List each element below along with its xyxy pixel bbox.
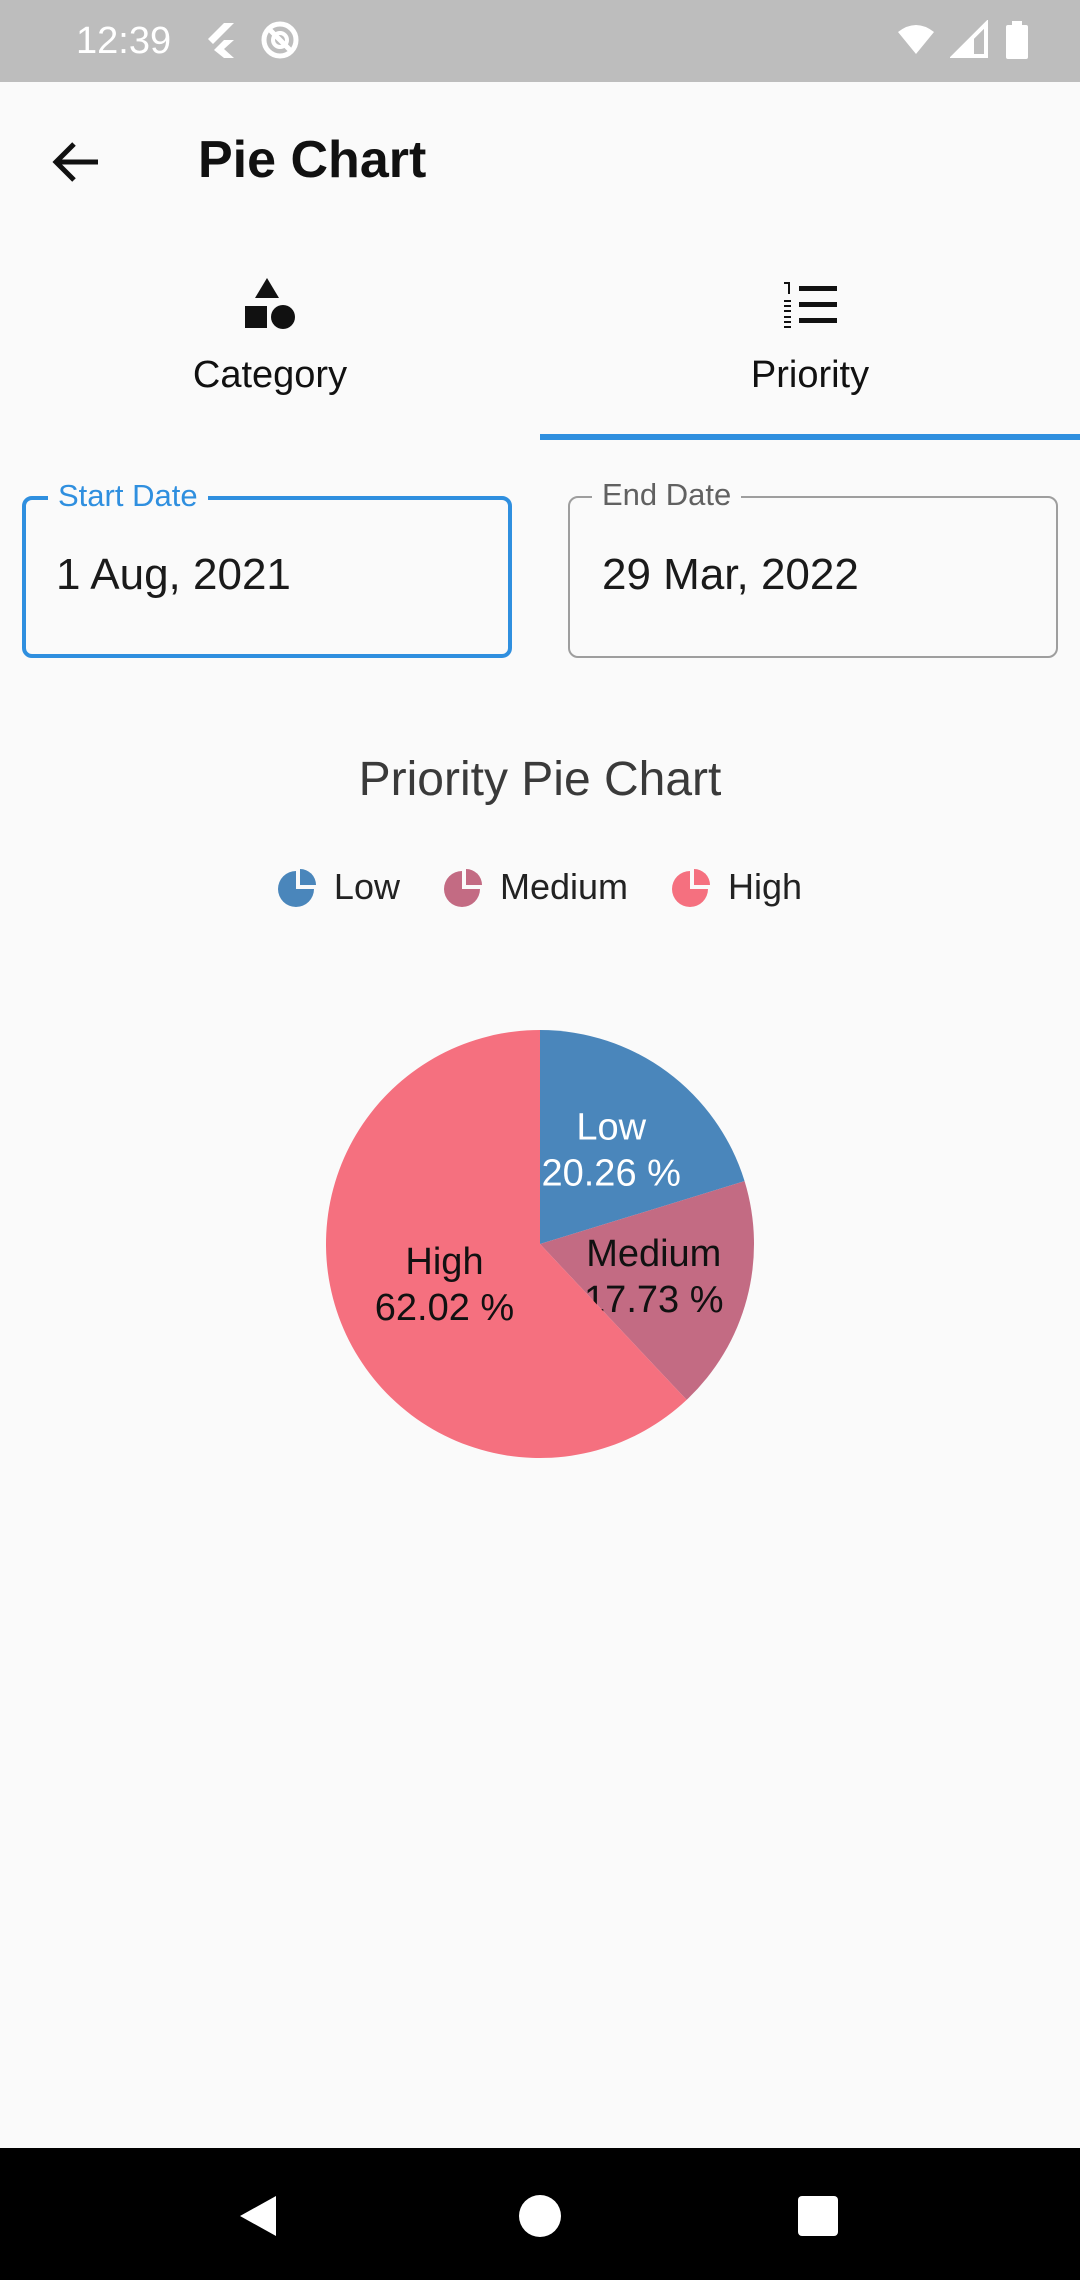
back-button[interactable] [36,124,116,204]
chart-legend: Low Medium High [0,866,1080,908]
legend-label: High [728,866,803,907]
battery-icon [1004,20,1030,65]
wifi-icon [896,20,936,65]
end-date-label: End Date [592,477,742,513]
legend-label: Medium [499,866,629,907]
pie-slice-high[interactable] [325,1030,687,1458]
start-date-field[interactable]: Start Date 1 Aug, 2021 [22,478,512,658]
app-bar: Pie Chart [0,82,1080,242]
pie-chart-svg: Low 20.26 % Medium 17.73 % High 62.02 % [325,1030,754,1458]
tab-category[interactable]: Category [0,242,540,438]
start-date-value: 1 Aug, 2021 [56,550,291,599]
signal-icon [949,19,990,65]
pie-swatch-icon [277,869,316,907]
tab-priority-label: Priority [750,354,870,396]
pie-swatch-icon [672,869,711,907]
status-right-icons [896,19,1030,65]
pie-data-label-high: High 62.02 % [375,1241,514,1329]
arrow-back-icon [50,136,102,193]
square-recents-icon [794,2192,842,2245]
shapes-icon [235,270,305,340]
circle-home-icon [516,2192,564,2245]
numbered-list-icon [775,270,845,340]
tab-indicator [540,434,1080,440]
status-left-icons [200,20,300,65]
tab-priority[interactable]: Priority [540,242,1080,438]
legend-item-high[interactable]: High [672,866,802,908]
end-date-value: 29 Mar, 2022 [602,550,859,599]
tab-category-label: Category [192,354,348,396]
pie-slice-medium[interactable] [540,1181,754,1400]
pie-slice-low[interactable] [540,1030,745,1244]
system-nav-bar [0,2148,1080,2280]
legend-item-low[interactable]: Low [277,866,400,908]
pie-data-label-low: Low 20.26 % [541,1107,680,1195]
legend-label: Low [333,866,400,907]
triangle-back-icon [234,2192,282,2245]
pie-chart: Low 20.26 % Medium 17.73 % High 62.02 % [320,1024,760,1464]
sync-disabled-icon [260,20,300,65]
nav-home-button[interactable] [500,2178,580,2258]
flutter-icon [200,20,240,65]
start-date-label: Start Date [48,478,208,514]
nav-recents-button[interactable] [778,2178,858,2258]
status-bar: 12:39 [0,0,1080,82]
chart-title: Priority Pie Chart [358,753,722,806]
end-date-field[interactable]: End Date 29 Mar, 2022 [568,477,1058,658]
pie-swatch-icon [443,869,482,907]
page-title: Pie Chart [198,131,427,189]
tab-bar: Category Priority [0,242,1080,442]
pie-data-label-medium: Medium 17.73 % [584,1233,723,1321]
status-time: 12:39 [76,20,172,62]
nav-back-button[interactable] [218,2178,298,2258]
legend-item-medium[interactable]: Medium [443,866,629,908]
